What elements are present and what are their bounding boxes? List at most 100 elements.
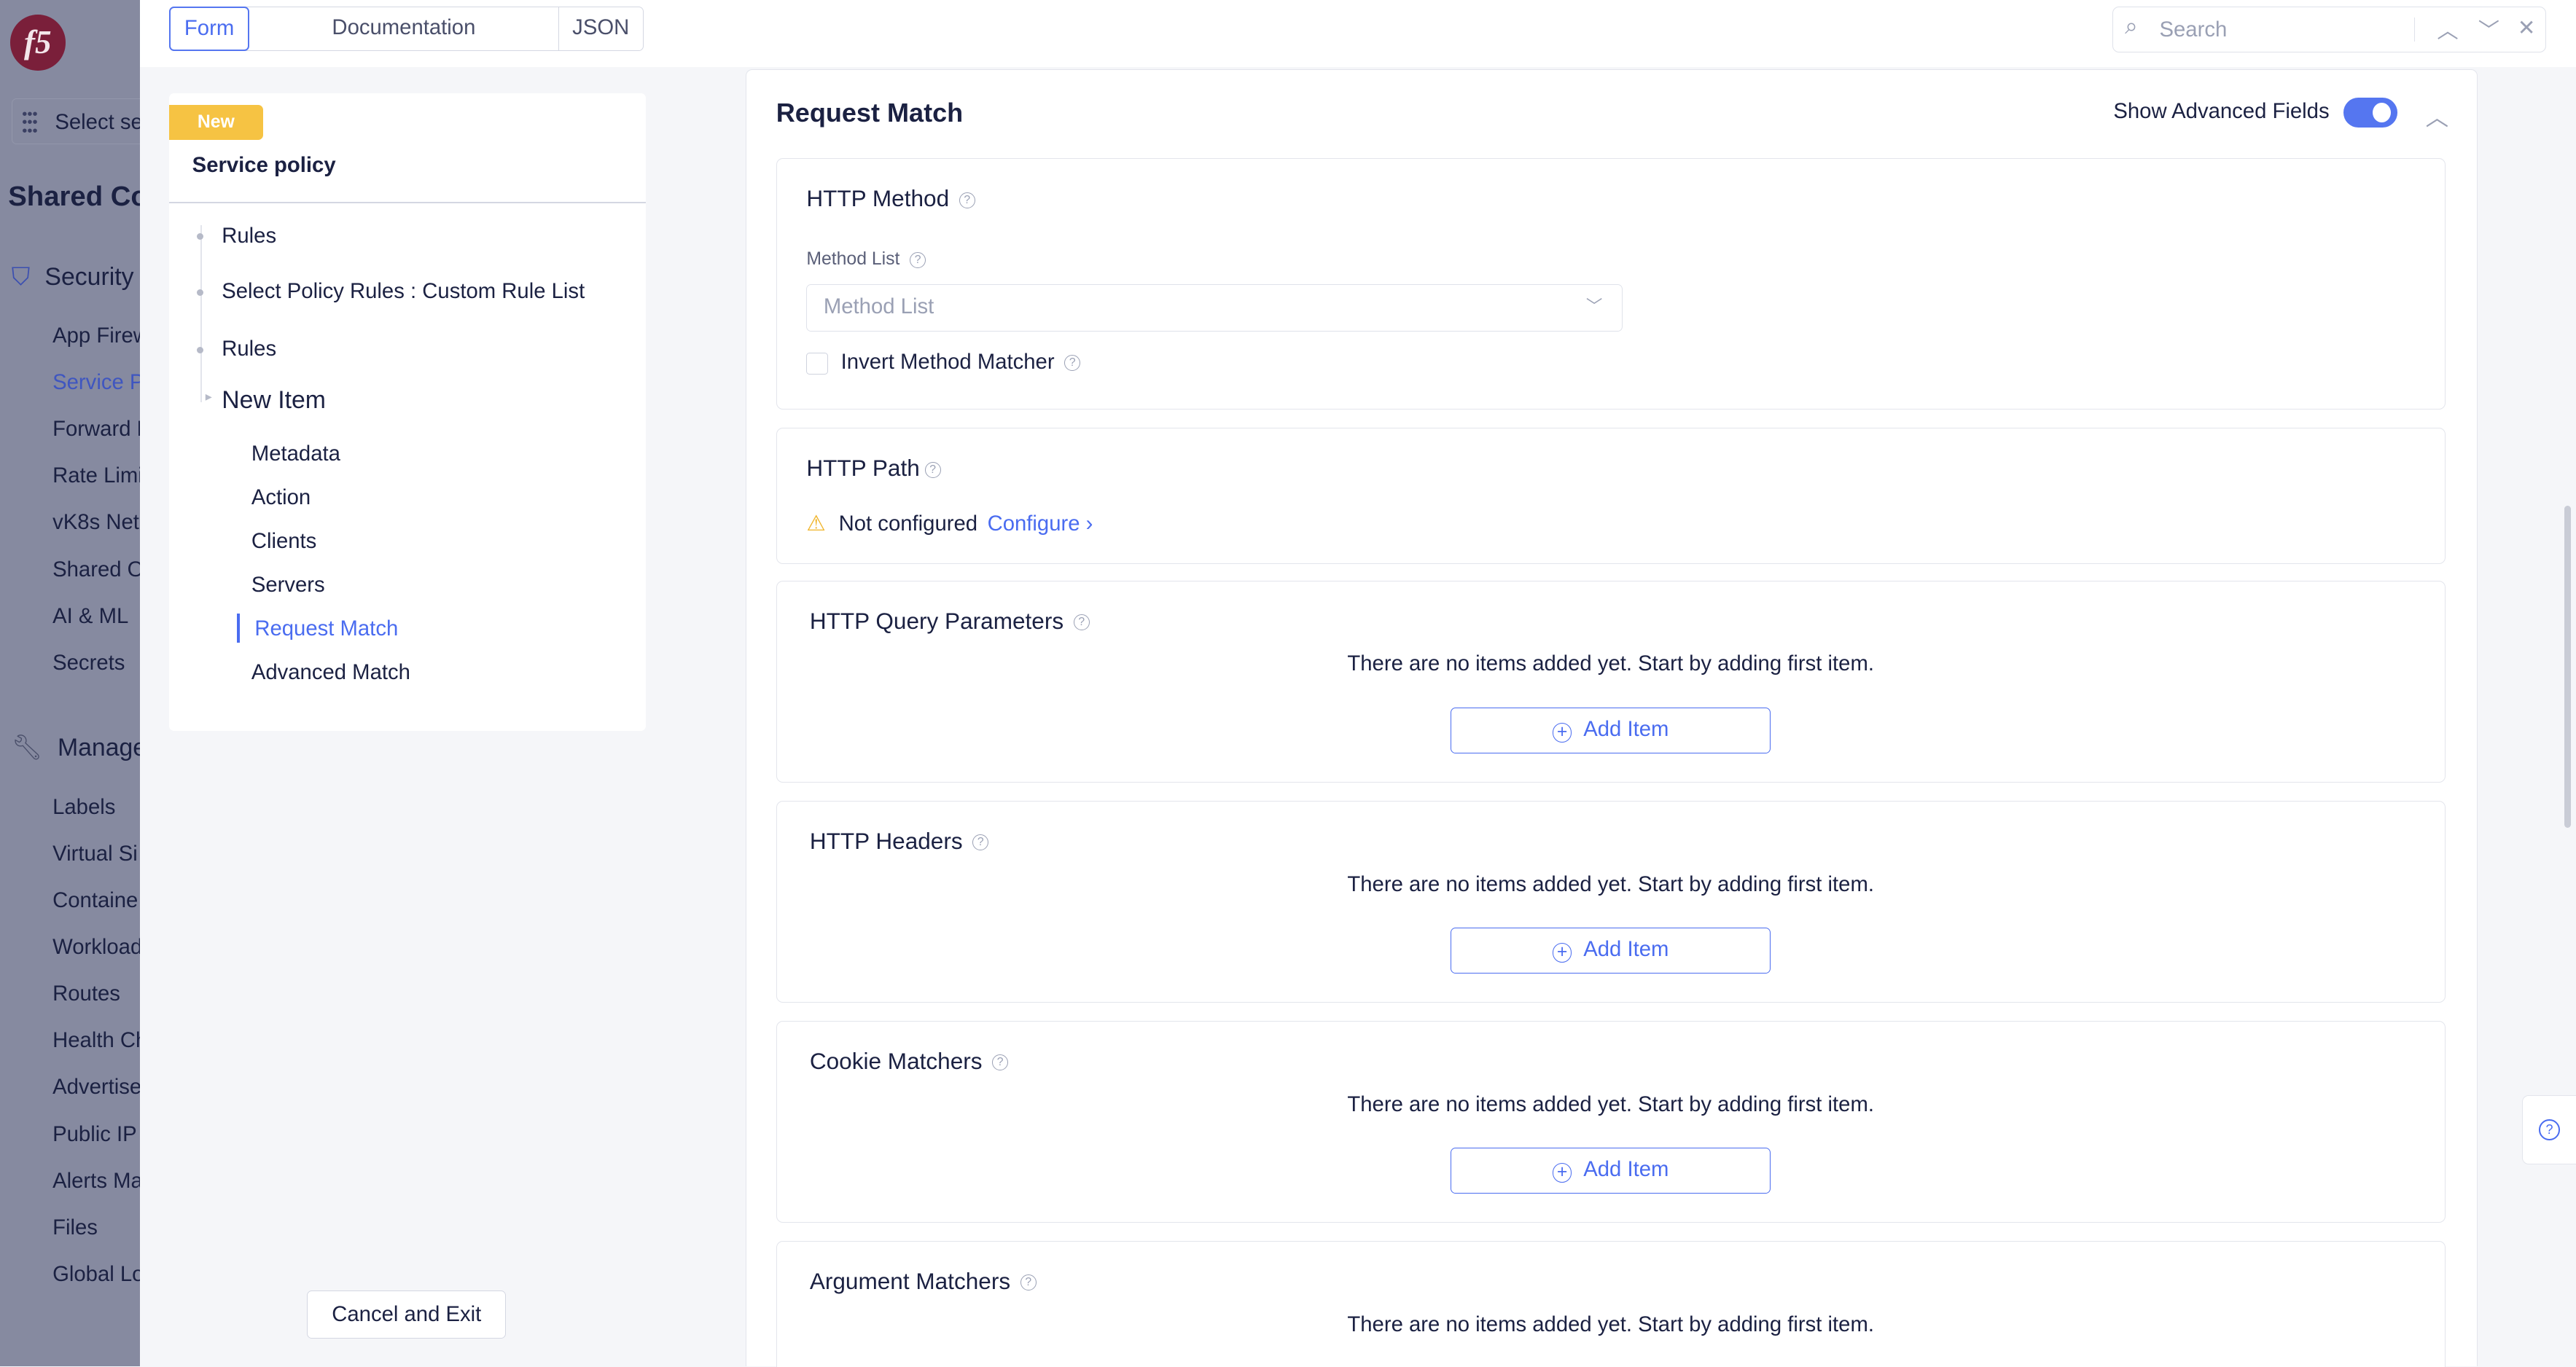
http-method-box: HTTP Method? Method List? Method List ﹀ I… (776, 158, 2446, 410)
query-parameters-box: HTTP Query Parameters? There are no item… (776, 580, 2446, 783)
http-path-status: ⚠ Not configured Configure › (806, 511, 1093, 536)
method-list-select[interactable]: Method List ﹀ (806, 283, 1623, 332)
sidebar-item[interactable]: AI & ML (52, 603, 129, 628)
help-icon[interactable]: ? (992, 1054, 1009, 1071)
sidebar-item[interactable]: Virtual Si (52, 841, 138, 866)
http-path-box: HTTP Path? ⚠ Not configured Configure › (776, 427, 2446, 565)
invert-method-checkbox[interactable] (806, 353, 828, 375)
add-item-button[interactable]: + Add Item (1450, 708, 1771, 754)
close-icon[interactable]: ✕ (2517, 16, 2536, 41)
show-advanced-label: Show Advanced Fields (2113, 99, 2330, 124)
help-button[interactable]: ? (2521, 1095, 2576, 1164)
request-match-section: Request Match Show Advanced Fields ︿ HTT… (746, 68, 2478, 1367)
nav-sections: Metadata Action Clients Servers Request … (236, 442, 410, 704)
empty-message: There are no items added yet. Start by a… (1347, 871, 1874, 896)
sidebar-item[interactable]: Global Lo (52, 1261, 140, 1286)
plus-circle-icon: + (1552, 943, 1572, 963)
argument-matchers-box: Argument Matchers? There are no items ad… (776, 1240, 2446, 1367)
sidebar-item[interactable]: Files (52, 1215, 98, 1239)
sidebar-item[interactable]: Routes (52, 982, 120, 1006)
sidebar-section-security[interactable]: ⛉ Security (11, 262, 134, 291)
divider (169, 202, 646, 204)
view-tabs: Form Documentation JSON (169, 7, 644, 51)
bullet-icon (197, 233, 204, 240)
new-badge: New (169, 105, 263, 140)
search-input[interactable]: ⌕ Search ︿ ﹀ ✕ (2112, 7, 2547, 53)
configure-link[interactable]: Configure › (987, 511, 1093, 536)
divider (2413, 17, 2415, 42)
sidebar-item[interactable]: Workload (52, 935, 140, 960)
sidebar-section-manage[interactable]: 🔧︎ Manage (11, 734, 140, 762)
chevron-up-icon[interactable]: ︿ (2425, 104, 2449, 131)
sidebar-item[interactable]: Health Ch (52, 1028, 140, 1053)
method-list-label: Method List? (806, 249, 926, 270)
invert-method-label: Invert Method Matcher? (841, 350, 1081, 375)
sidebar-item[interactable]: Advertise (52, 1075, 140, 1100)
empty-message: There are no items added yet. Start by a… (1347, 651, 1874, 676)
chevron-down-icon[interactable]: ﹀ (2478, 19, 2499, 43)
service-selector-label: Select se (55, 110, 140, 135)
sidebar-item[interactable]: Containe (52, 888, 138, 913)
tab-json[interactable]: JSON (572, 15, 630, 39)
service-selector[interactable]: ••• ••• ••• Select se (11, 98, 140, 145)
http-method-title: HTTP Method? (806, 185, 975, 212)
sidebar-item[interactable]: Labels (52, 794, 116, 819)
help-icon[interactable]: ? (959, 192, 975, 209)
plus-circle-icon: + (1552, 723, 1572, 743)
nav-section-metadata[interactable]: Metadata (251, 442, 340, 466)
help-icon[interactable]: ? (1064, 354, 1081, 372)
nav-section-servers[interactable]: Servers (251, 573, 325, 598)
cancel-and-exit-button[interactable]: Cancel and Exit (307, 1290, 507, 1339)
empty-message: There are no items added yet. Start by a… (1347, 1092, 1874, 1116)
shield-icon: ⛉ (11, 262, 31, 291)
help-icon: ? (2539, 1119, 2560, 1140)
f5-logo[interactable]: f5 (9, 15, 66, 71)
breadcrumb-select-policy-rules[interactable]: Select Policy Rules : Custom Rule List (222, 279, 585, 304)
help-icon[interactable]: ? (909, 251, 926, 268)
nav-section-clients[interactable]: Clients (251, 529, 317, 554)
nav-title: Service policy (192, 152, 336, 177)
section-title: Request Match (776, 97, 964, 128)
sidebar-item[interactable]: Public IP (52, 1121, 137, 1146)
show-advanced-toggle[interactable] (2343, 97, 2398, 128)
list-title: Cookie Matchers? (810, 1048, 1009, 1075)
cookie-matchers-box: Cookie Matchers? There are no items adde… (776, 1020, 2446, 1223)
breadcrumb-rules[interactable]: Rules (222, 223, 277, 248)
sidebar-item[interactable]: vK8s Net (52, 510, 139, 535)
help-icon[interactable]: ? (1073, 614, 1090, 631)
tab-form[interactable]: Form (169, 7, 250, 51)
bullet-icon (197, 289, 204, 296)
chevron-up-icon[interactable]: ︿ (2437, 19, 2459, 43)
search-icon: ⌕ (2125, 12, 2138, 39)
plus-circle-icon: + (1552, 1163, 1572, 1183)
http-headers-box: HTTP Headers? There are no items added y… (776, 800, 2446, 1003)
sidebar-item-active[interactable]: Service P (52, 370, 140, 395)
sidebar-item[interactable]: Alerts Ma (52, 1168, 140, 1193)
nav-section-advanced-match[interactable]: Advanced Match (251, 659, 410, 684)
breadcrumb-rules-2[interactable]: Rules (222, 337, 277, 361)
list-title: HTTP Query Parameters? (810, 608, 1090, 635)
nav-section-request-match[interactable]: Request Match (236, 613, 410, 660)
manage-items: Labels Virtual Si Containe Workload Rout… (52, 795, 139, 1309)
tab-documentation[interactable]: Documentation (249, 7, 559, 50)
add-item-button[interactable]: + Add Item (1450, 928, 1771, 974)
nav-current-item: New Item (222, 385, 326, 414)
sidebar-item[interactable]: App Firew (52, 323, 140, 348)
namespace-title: Shared Co (8, 180, 140, 212)
bullet-icon (197, 346, 204, 353)
form-navigation: New Service policy Rules Select Policy R… (169, 93, 646, 731)
add-item-button[interactable]: + Add Item (1450, 1148, 1771, 1194)
http-path-title: HTTP Path? (806, 455, 941, 482)
help-icon[interactable]: ? (924, 461, 941, 478)
help-icon[interactable]: ? (1020, 1274, 1037, 1291)
top-bar: Form Documentation JSON ⌕ Search ︿ ﹀ ✕ (139, 0, 2576, 68)
nav-section-action[interactable]: Action (251, 485, 311, 510)
sidebar-item[interactable]: Forward P (52, 417, 139, 442)
tree-line (200, 224, 203, 403)
sidebar-item[interactable]: Rate Limi (52, 463, 140, 488)
sidebar-item[interactable]: Shared O (52, 557, 140, 581)
grid-icon: ••• ••• ••• (22, 106, 38, 139)
sidebar-item[interactable]: Secrets (52, 650, 125, 675)
help-icon[interactable]: ? (972, 834, 989, 851)
scrollbar[interactable] (2564, 506, 2572, 828)
